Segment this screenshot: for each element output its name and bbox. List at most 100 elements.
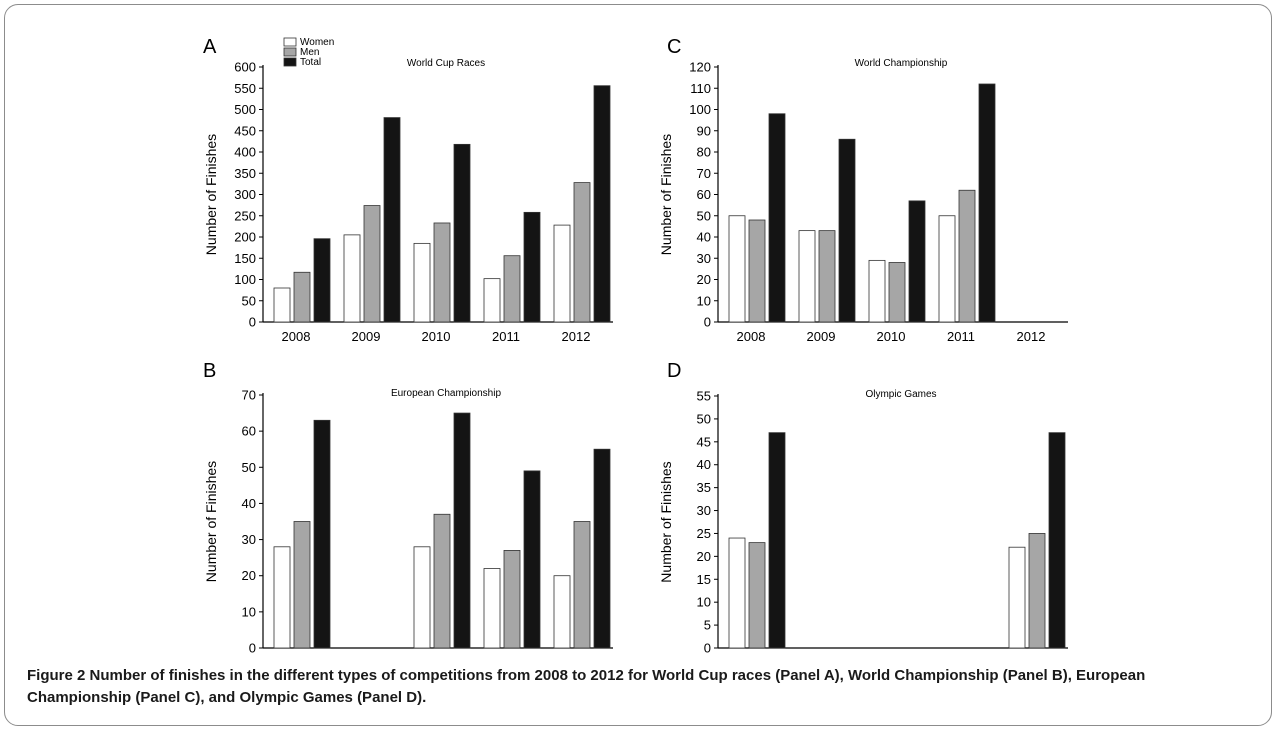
bar-women	[273, 546, 291, 649]
bar-total	[978, 83, 996, 323]
bar-men	[888, 262, 906, 323]
chart-title: European Championship	[391, 388, 502, 399]
y-tick-label: 20	[242, 568, 256, 583]
bar-total	[1048, 432, 1066, 649]
caption-label: Figure 2	[27, 667, 86, 684]
x-tick-label: 2011	[947, 329, 975, 344]
y-tick-label: 500	[234, 102, 256, 117]
bar-men	[293, 271, 311, 323]
legend-label-women: Women	[300, 37, 334, 48]
bar-women	[1008, 546, 1026, 649]
figure-caption: Figure 2 Number of finishes in the diffe…	[27, 665, 1247, 709]
x-tick-label: 2008	[282, 329, 311, 344]
bar-total	[383, 117, 401, 323]
x-tick-label: 2009	[807, 329, 836, 344]
x-tick-label: 2010	[877, 329, 906, 344]
y-tick-label: 80	[697, 145, 711, 160]
bar-women	[273, 287, 291, 323]
x-tick-label: 2009	[352, 329, 381, 344]
bar-men	[503, 550, 521, 649]
y-tick-label: 10	[697, 595, 711, 610]
y-tick-label: 30	[697, 503, 711, 518]
y-tick-label: 50	[242, 293, 256, 308]
y-tick-label: 100	[689, 102, 711, 117]
bar-total	[313, 238, 331, 323]
y-tick-label: 20	[697, 272, 711, 287]
x-tick-label: 2012	[562, 329, 591, 344]
panel-letter: B	[203, 360, 216, 382]
y-tick-label: 45	[697, 434, 711, 449]
y-tick-label: 30	[242, 532, 256, 547]
bar-women	[728, 537, 746, 649]
y-tick-label: 60	[242, 424, 256, 439]
panel-letter: C	[667, 36, 681, 58]
bar-women	[413, 546, 431, 649]
y-tick-label: 20	[697, 549, 711, 564]
caption-text: Number of finishes in the different type…	[27, 667, 1146, 706]
y-tick-label: 10	[697, 293, 711, 308]
y-tick-label: 10	[242, 604, 256, 619]
x-tick-label: 2008	[737, 329, 766, 344]
bar-total	[593, 85, 611, 323]
chart-panel-d: D Olympic Games Number of Finishes 0 5 10 15 20…	[658, 360, 1068, 655]
y-tick-label: 550	[234, 81, 256, 96]
bar-women	[938, 215, 956, 323]
bar-total	[453, 412, 471, 649]
bar-men	[958, 189, 976, 323]
y-tick-label: 15	[697, 572, 711, 587]
legend-label-men: Men	[300, 47, 319, 58]
y-tick-label: 0	[704, 641, 711, 656]
bar-women	[553, 575, 571, 649]
legend-swatch-women	[283, 37, 297, 47]
chart-panel-a: A World Cup Races Number of Finishes 0 50 100…	[203, 36, 613, 344]
y-tick-label: 50	[697, 208, 711, 223]
y-tick-label: 0	[704, 315, 711, 330]
chart-title: World Cup Races	[407, 58, 485, 69]
bar-men	[503, 255, 521, 323]
x-tick-label: 2010	[422, 329, 451, 344]
y-tick-label: 35	[697, 480, 711, 495]
y-axis-label: Number of Finishes	[203, 461, 219, 582]
bar-women	[798, 230, 816, 323]
y-tick-label: 40	[697, 457, 711, 472]
y-tick-label: 55	[697, 389, 711, 404]
bar-men	[433, 222, 451, 323]
chart-panel-c: C World Championship Number of Finishes 0 10…	[658, 36, 1068, 344]
bar-total	[768, 113, 786, 323]
legend-swatch-total	[283, 57, 297, 67]
y-tick-label: 50	[242, 460, 256, 475]
y-tick-label: 250	[234, 208, 256, 223]
y-axis-label: Number of Finishes	[203, 134, 219, 255]
bar-women	[483, 568, 501, 649]
bar-women	[868, 259, 886, 323]
y-tick-label: 70	[242, 388, 256, 403]
bar-total	[593, 448, 611, 649]
y-tick-label: 350	[234, 166, 256, 181]
chart-title: Olympic Games	[865, 389, 936, 400]
y-tick-label: 110	[690, 81, 711, 96]
y-tick-label: 60	[697, 187, 711, 202]
chart-panel-b: B European Championship Number of Finishes…	[203, 360, 613, 655]
bar-men	[748, 542, 766, 649]
y-tick-label: 150	[234, 251, 256, 266]
y-tick-label: 40	[697, 230, 711, 245]
bar-women	[553, 224, 571, 323]
x-tick-label: 2011	[492, 329, 520, 344]
bar-total	[523, 211, 541, 323]
y-tick-label: 50	[697, 411, 711, 426]
bar-men	[818, 230, 836, 323]
y-axis-label: Number of Finishes	[658, 134, 674, 255]
figure-frame: A World Cup Races Number of Finishes 0 50 100…	[4, 4, 1272, 726]
y-tick-label: 30	[697, 251, 711, 266]
y-tick-label: 40	[242, 496, 256, 511]
y-tick-label: 100	[234, 272, 256, 287]
bar-total	[453, 143, 471, 323]
bar-total	[908, 200, 926, 323]
bar-men	[748, 219, 766, 323]
bar-women	[483, 278, 501, 323]
y-tick-label: 300	[234, 187, 256, 202]
y-tick-label: 120	[689, 60, 711, 75]
bar-men	[433, 513, 451, 649]
